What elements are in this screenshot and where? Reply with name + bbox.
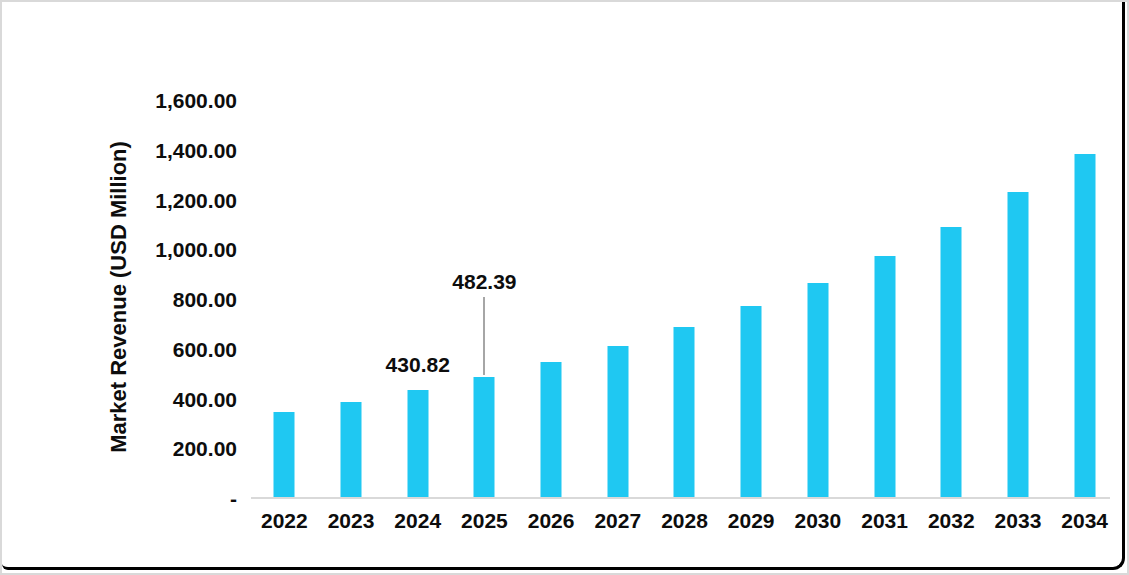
- y-axis-tick-label: 1,000.00: [2, 238, 237, 262]
- bar-2027: [607, 346, 628, 497]
- bar-column-2024: 2024430.82: [384, 101, 451, 499]
- bar-column-2025: 2025482.39: [451, 101, 518, 499]
- bar-2034: [1074, 154, 1095, 497]
- bar-2024: [407, 390, 428, 497]
- data-label-leader-line: [483, 297, 485, 375]
- bar-2023: [341, 402, 362, 497]
- bar-2022: [274, 412, 295, 497]
- plot-area: 202220232024430.822025482.39202620272028…: [251, 101, 1118, 499]
- y-axis-tick-label: 800.00: [2, 288, 237, 312]
- chart-frame: Market Revenue (USD Million) 1,600.001,4…: [0, 0, 1129, 575]
- bar-column-2023: 2023: [318, 101, 385, 499]
- x-axis-label: 2033: [995, 509, 1042, 533]
- bar-2030: [807, 283, 828, 497]
- x-axis-label: 2031: [861, 509, 908, 533]
- bar-2025: [474, 377, 495, 497]
- bar-2026: [541, 362, 562, 497]
- y-axis-tick-label: -: [2, 487, 237, 511]
- x-axis-label: 2024: [394, 509, 441, 533]
- y-axis-tick-label: 1,400.00: [2, 139, 237, 163]
- bar-column-2029: 2029: [718, 101, 785, 499]
- bar-column-2033: 2033: [985, 101, 1052, 499]
- x-axis-label: 2025: [461, 509, 508, 533]
- x-axis-label: 2026: [528, 509, 575, 533]
- bar-2029: [741, 306, 762, 497]
- bar-2031: [874, 256, 895, 497]
- y-axis-tick-label: 600.00: [2, 338, 237, 362]
- bar-2033: [1007, 192, 1028, 497]
- x-axis-label: 2034: [1061, 509, 1108, 533]
- x-axis-label: 2023: [328, 509, 375, 533]
- bar-2028: [674, 327, 695, 497]
- y-axis-tick-label: 200.00: [2, 437, 237, 461]
- bar-column-2027: 2027: [584, 101, 651, 499]
- x-axis-label: 2029: [728, 509, 775, 533]
- bar-2032: [941, 227, 962, 497]
- bar-column-2030: 2030: [785, 101, 852, 499]
- data-label-2025: 482.39: [452, 270, 516, 293]
- bar-column-2028: 2028: [651, 101, 718, 499]
- x-axis-label: 2022: [261, 509, 308, 533]
- data-label-2024: 430.82: [386, 353, 450, 376]
- bar-column-2032: 2032: [918, 101, 985, 499]
- y-axis-tick-label: 1,600.00: [2, 89, 237, 113]
- x-axis-label: 2030: [795, 509, 842, 533]
- bar-column-2034: 2034: [1051, 101, 1118, 499]
- bar-column-2022: 2022: [251, 101, 318, 499]
- y-axis-tick-label: 1,200.00: [2, 189, 237, 213]
- x-axis-label: 2027: [594, 509, 641, 533]
- bar-column-2031: 2031: [851, 101, 918, 499]
- y-axis-tick-label: 400.00: [2, 388, 237, 412]
- x-axis-label: 2028: [661, 509, 708, 533]
- x-axis-label: 2032: [928, 509, 975, 533]
- bar-column-2026: 2026: [518, 101, 585, 499]
